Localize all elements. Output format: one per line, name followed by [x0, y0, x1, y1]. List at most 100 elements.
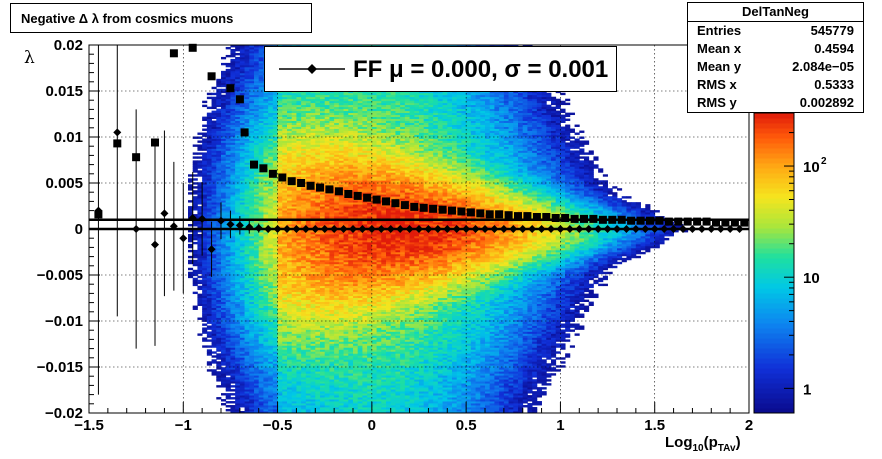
heatmap-cell: [249, 357, 255, 360]
heatmap-cell: [239, 357, 245, 360]
heatmap-cell: [230, 335, 236, 338]
heatmap-cell: [206, 263, 212, 267]
heatmap-cell: [211, 327, 217, 330]
heatmap-cell: [188, 180, 194, 183]
heatmap-cell: [230, 60, 236, 64]
heatmap-cell: [192, 224, 198, 227]
heatmap-cell: [230, 106, 236, 110]
heatmap-cell: [263, 293, 269, 297]
heatmap-cell: [254, 327, 260, 330]
heatmap-cell: [254, 174, 260, 177]
heatmap-cell: [254, 92, 260, 96]
heatmap-cell: [221, 263, 227, 267]
heatmap-cell: [197, 174, 203, 177]
heatmap-cell: [254, 319, 260, 322]
heatmap-cell: [235, 164, 241, 167]
heatmap-cell: [258, 305, 264, 308]
heatmap-cell: [268, 321, 274, 324]
heatmap-cell: [206, 255, 212, 259]
heatmap-cell: [235, 214, 241, 217]
heatmap-cell: [235, 186, 241, 189]
heatmap-cell: [268, 309, 274, 312]
heatmap-cell: [258, 88, 264, 92]
heatmap-cell: [192, 271, 198, 275]
heatmap-cell: [202, 194, 208, 197]
heatmap-cell: [206, 285, 212, 289]
heatmap-cell: [202, 315, 208, 318]
heatmap-cell: [254, 297, 260, 301]
heatmap-cell: [249, 251, 255, 255]
heatmap-cell: [268, 257, 274, 261]
heatmap-cell: [221, 204, 227, 207]
heatmap-cell: [235, 120, 241, 123]
heatmap-cell: [239, 321, 245, 324]
heatmap-cell: [211, 152, 217, 155]
heatmap-cell: [230, 255, 236, 259]
heatmap-cell: [230, 239, 236, 243]
heatmap-cell: [221, 168, 227, 171]
heatmap-cell: [225, 233, 231, 237]
heatmap-cell: [221, 243, 227, 247]
heatmap-cell: [254, 46, 260, 50]
heatmap-cell: [211, 289, 217, 293]
heatmap-cell: [239, 168, 245, 171]
heatmap-cell: [249, 168, 255, 171]
heatmap-cell: [197, 317, 203, 320]
heatmap-cell: [216, 253, 222, 257]
heatmap-cell: [258, 337, 264, 340]
heatmap-cell: [249, 259, 255, 263]
heatmap-cell: [249, 355, 255, 358]
heatmap-cell: [235, 200, 241, 203]
heatmap-cell: [225, 265, 231, 269]
heatmap-cell: [258, 231, 264, 235]
heatmap-cell: [249, 275, 255, 279]
heatmap-cell: [221, 333, 227, 336]
heatmap-cell: [188, 214, 194, 217]
heatmap-cell: [225, 385, 231, 388]
heatmap-cell: [230, 283, 236, 287]
heatmap-cell: [239, 150, 245, 153]
heatmap-cell: [221, 349, 227, 352]
heatmap-cell: [239, 279, 245, 283]
heatmap-cell: [221, 331, 227, 334]
heatmap-cell: [239, 158, 245, 161]
heatmap-cell: [211, 229, 217, 233]
heatmap-cell: [216, 122, 222, 125]
heatmap-cell: [235, 142, 241, 145]
heatmap-cell: [254, 401, 260, 404]
heatmap-cell: [254, 210, 260, 213]
heatmap-cell: [239, 136, 245, 139]
heatmap-cell: [192, 170, 198, 173]
heatmap-cell: [254, 72, 260, 76]
heatmap-cell: [216, 188, 222, 191]
heatmap-cell: [225, 301, 231, 304]
heatmap-cell: [244, 114, 250, 118]
heatmap-cell: [216, 289, 222, 293]
heatmap-cell: [221, 399, 227, 402]
heatmap-cell: [263, 409, 269, 412]
heatmap-cell: [230, 140, 236, 143]
heatmap-cell: [268, 164, 274, 167]
heatmap-cell: [263, 403, 269, 406]
heatmap-cell: [192, 261, 198, 265]
heatmap-cell: [268, 178, 274, 181]
heatmap-cell: [211, 299, 217, 303]
heatmap-cell: [244, 339, 250, 342]
heatmap-cell: [258, 353, 264, 356]
heatmap-cell: [221, 62, 227, 66]
heatmap-cell: [230, 393, 236, 396]
heatmap-cell: [244, 194, 250, 197]
heatmap-cell: [211, 212, 217, 215]
heatmap-cell: [188, 178, 194, 181]
heatmap-cell: [216, 142, 222, 145]
heatmap-cell: [206, 313, 212, 316]
heatmap-cell: [197, 239, 203, 243]
heatmap-cell: [230, 333, 236, 336]
heatmap-cell: [268, 269, 274, 273]
heatmap-cell: [225, 377, 231, 380]
heatmap-cell: [239, 303, 245, 306]
heatmap-cell: [197, 132, 203, 135]
heatmap-cell: [202, 327, 208, 330]
heatmap-cell: [268, 138, 274, 141]
heatmap-cell: [206, 198, 212, 201]
